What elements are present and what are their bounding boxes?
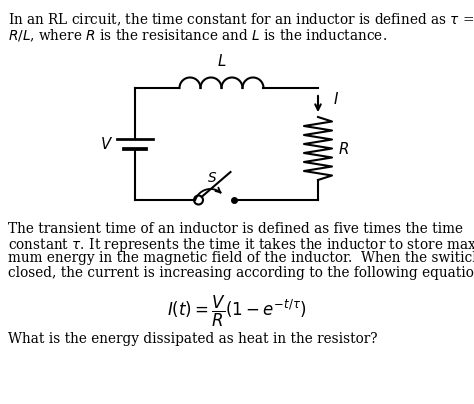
Text: mum energy in the magnetic field of the inductor.  When the switich is: mum energy in the magnetic field of the … (8, 251, 474, 265)
Text: $S$: $S$ (208, 171, 218, 185)
Text: $I$: $I$ (333, 91, 339, 107)
Text: $L$: $L$ (217, 53, 226, 69)
Text: The transient time of an inductor is defined as five times the time: The transient time of an inductor is def… (8, 222, 463, 236)
Text: What is the energy dissipated as heat in the resistor?: What is the energy dissipated as heat in… (8, 332, 377, 346)
Text: In an RL circuit, the time constant for an inductor is defined as $\tau$ =: In an RL circuit, the time constant for … (8, 12, 474, 28)
Text: constant $\tau$. It represents the time it takes the inductor to store maxi-: constant $\tau$. It represents the time … (8, 236, 474, 255)
Text: $R$: $R$ (338, 141, 349, 156)
Text: $R/L$, where $R$ is the resisitance and $L$ is the inductance.: $R/L$, where $R$ is the resisitance and … (8, 28, 387, 44)
Text: $V$: $V$ (100, 136, 114, 152)
Text: $I(t) = \dfrac{V}{R}\left(1 - e^{-t/\tau}\right)$: $I(t) = \dfrac{V}{R}\left(1 - e^{-t/\tau… (167, 294, 307, 329)
Text: closed, the current is increasing according to the following equation?: closed, the current is increasing accord… (8, 265, 474, 280)
